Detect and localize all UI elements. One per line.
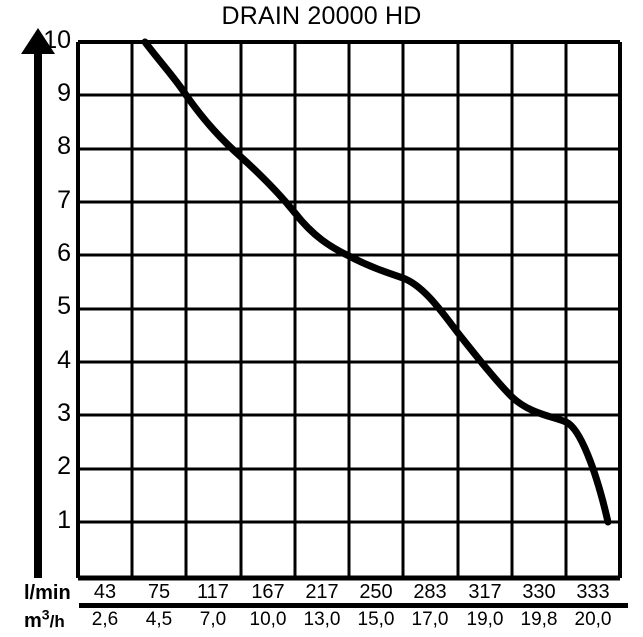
grid-lines <box>76 40 622 581</box>
x-tick-lmin-7: 283 <box>413 581 447 603</box>
y-tick-6: 6 <box>57 239 71 267</box>
y-tick-9: 9 <box>57 79 71 107</box>
unit-base: m <box>24 610 42 632</box>
y-tick-3: 3 <box>57 399 71 427</box>
x-tick-lmin-5: 217 <box>305 581 339 603</box>
y-tick-8: 8 <box>57 132 71 160</box>
x-tick-m3h-8: 19,0 <box>466 609 504 630</box>
x-tick-m3h-2: 4,5 <box>145 609 173 630</box>
x-tick-lmin-4: 167 <box>251 581 285 603</box>
x-tick-lmin-10: 333 <box>576 581 610 603</box>
x-tick-lmin-3: 117 <box>197 581 229 603</box>
x-tick-m3h-7: 17,0 <box>411 609 449 630</box>
unit-exponent: 3 <box>41 606 50 623</box>
x-axis-rule <box>79 603 628 608</box>
x-axis-unit-lmin: l/min <box>24 582 71 604</box>
x-tick-m3h-10: 20,0 <box>574 609 612 630</box>
y-tick-7: 7 <box>57 186 71 214</box>
y-tick-5: 5 <box>57 292 71 320</box>
y-tick-10: 10 <box>43 26 71 54</box>
y-tick-4: 4 <box>57 346 71 374</box>
y-tick-1: 1 <box>57 506 71 534</box>
x-axis-tick-labels-m3h: 2,6 4,5 7,0 10,0 13,0 15,0 17,0 19,0 19,… <box>78 609 620 633</box>
x-tick-m3h-1: 2,6 <box>91 609 119 630</box>
x-axis-tick-labels-lmin: 43 75 117 167 217 250 283 317 330 333 <box>78 581 620 605</box>
x-tick-m3h-9: 19,8 <box>520 609 558 630</box>
x-tick-lmin-2: 75 <box>147 581 171 603</box>
x-tick-lmin-8: 317 <box>468 581 502 603</box>
x-tick-m3h-5: 13,0 <box>303 609 341 630</box>
x-tick-lmin-6: 250 <box>359 581 393 603</box>
x-tick-m3h-4: 10,0 <box>249 609 287 630</box>
performance-curve <box>141 38 612 526</box>
unit-denominator: /h <box>49 612 65 631</box>
chart-title: DRAIN 20000 HD <box>221 2 422 30</box>
x-tick-lmin-1: 43 <box>93 581 117 603</box>
y-axis-tick-labels: 10 9 8 7 6 5 4 3 2 1 <box>38 0 71 637</box>
x-tick-m3h-6: 15,0 <box>357 609 395 630</box>
up-arrow-icon <box>21 28 55 578</box>
x-tick-lmin-9: 330 <box>522 581 556 603</box>
x-axis-unit-m3h: m3/h <box>24 607 65 633</box>
x-tick-m3h-3: 7,0 <box>199 609 227 630</box>
y-tick-2: 2 <box>57 452 71 480</box>
